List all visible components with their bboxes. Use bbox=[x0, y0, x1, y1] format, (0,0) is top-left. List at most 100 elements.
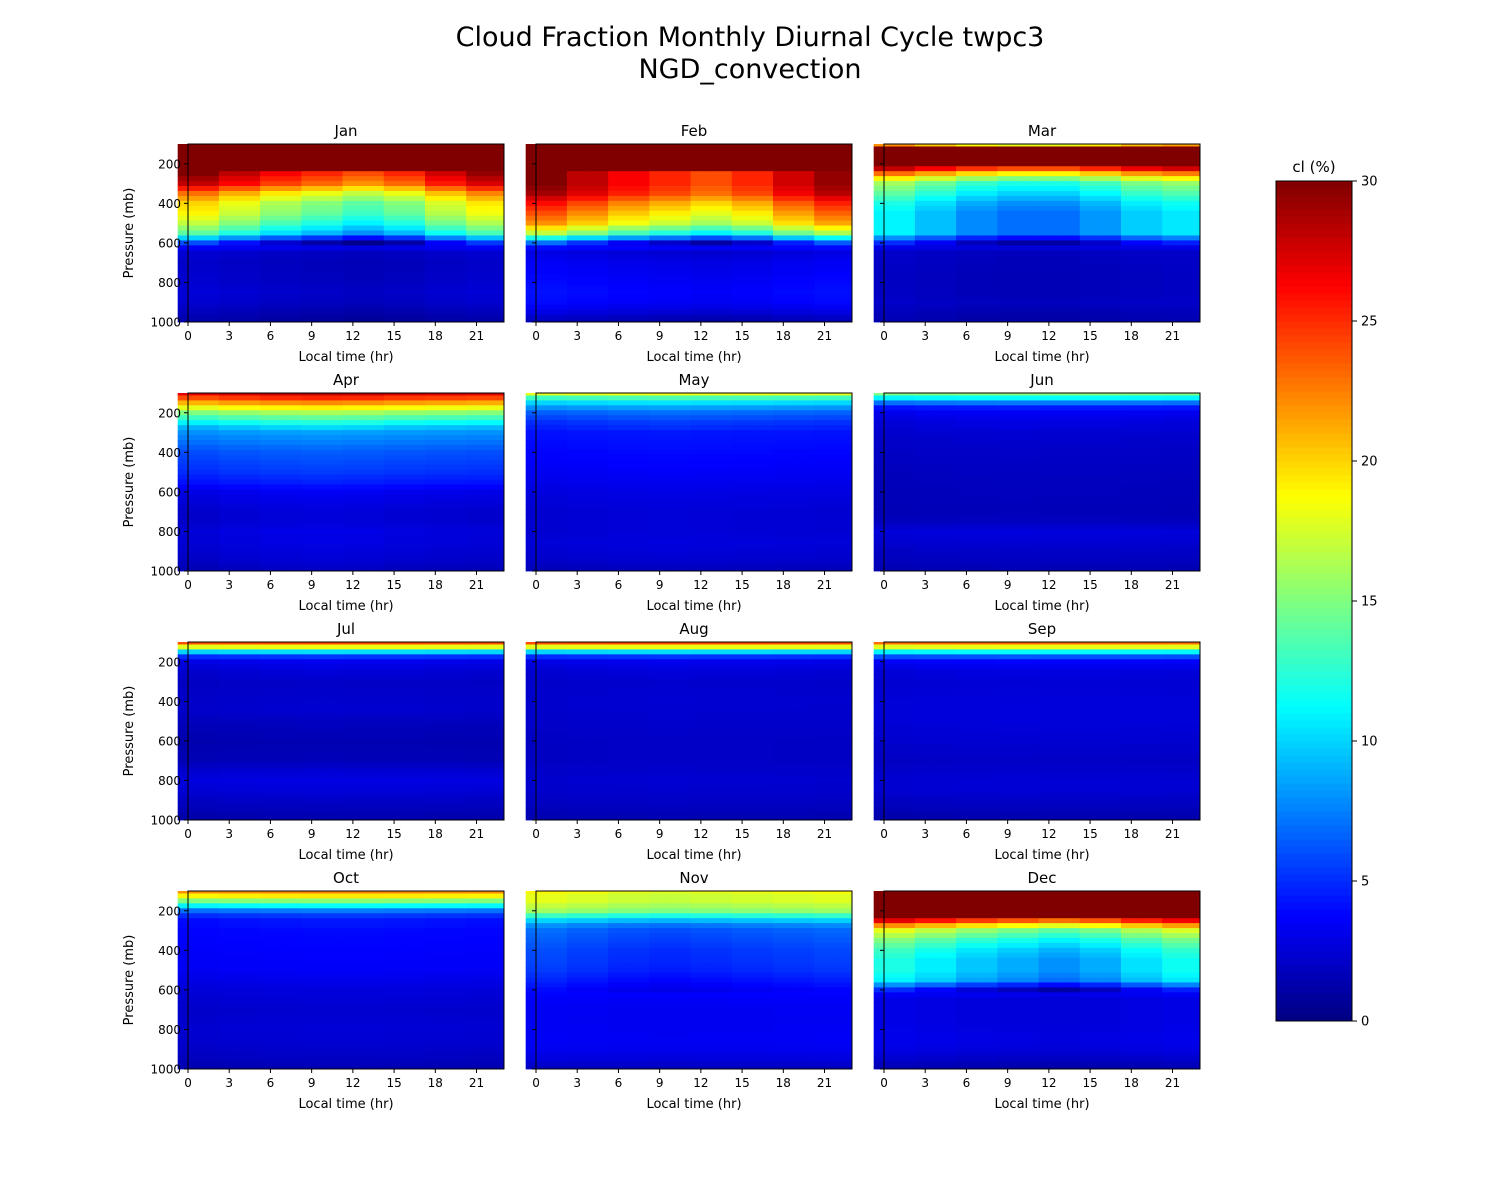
heatmap-cell bbox=[404, 270, 426, 276]
heatmap-cell bbox=[1079, 294, 1101, 301]
heatmap-cell bbox=[1017, 289, 1039, 296]
heatmap-cell bbox=[486, 688, 505, 695]
heatmap-cell bbox=[425, 674, 447, 680]
heatmap-cell bbox=[935, 200, 957, 207]
heatmap-cell bbox=[956, 415, 978, 421]
heatmap-cell bbox=[1162, 176, 1184, 182]
heatmap-cell bbox=[956, 265, 978, 271]
heatmap-cell bbox=[239, 659, 261, 665]
heatmap-cell bbox=[1059, 400, 1081, 406]
heatmap-cell bbox=[649, 763, 671, 769]
heatmap-cell bbox=[690, 773, 712, 779]
heatmap-cell bbox=[1182, 200, 1201, 207]
heatmap-cell bbox=[218, 664, 240, 670]
heatmap-cell bbox=[1141, 405, 1163, 411]
heatmap-cell bbox=[649, 553, 671, 560]
heatmap-cell bbox=[1162, 393, 1184, 396]
heatmap-cell bbox=[198, 314, 220, 320]
heatmap-cell bbox=[1121, 519, 1143, 525]
heatmap-cell bbox=[1182, 435, 1201, 441]
heatmap-cell bbox=[793, 548, 815, 555]
heatmap-cell bbox=[546, 563, 568, 569]
heatmap-cell bbox=[997, 489, 1019, 495]
heatmap-cell bbox=[711, 802, 733, 809]
heatmap-cell bbox=[1059, 304, 1081, 311]
heatmap-cell bbox=[711, 509, 733, 515]
heatmap-cell bbox=[1017, 294, 1039, 301]
heatmap-cell bbox=[1038, 225, 1060, 231]
heatmap-cell bbox=[914, 459, 936, 466]
heatmap-cell bbox=[1100, 151, 1122, 157]
heatmap-cell bbox=[321, 289, 343, 296]
heatmap-cell bbox=[1059, 260, 1081, 266]
heatmap-cell bbox=[793, 812, 815, 818]
heatmap-cell bbox=[566, 738, 588, 744]
heatmap-cell bbox=[773, 693, 795, 700]
heatmap-cell bbox=[935, 161, 957, 167]
heatmap-cell bbox=[773, 279, 795, 286]
heatmap-cell bbox=[1017, 304, 1039, 311]
heatmap-cell bbox=[566, 200, 588, 207]
heatmap-cell bbox=[218, 479, 240, 485]
heatmap-cell bbox=[669, 410, 691, 416]
heatmap-cell bbox=[239, 151, 261, 157]
heatmap-cell bbox=[546, 289, 568, 296]
heatmap-cell bbox=[546, 479, 568, 485]
heatmap-cell bbox=[198, 449, 220, 456]
heatmap-cell bbox=[1100, 171, 1122, 177]
heatmap-cell bbox=[198, 642, 220, 645]
heatmap-cell bbox=[1141, 393, 1163, 396]
heatmap-cell bbox=[1121, 568, 1143, 572]
heatmap-cell bbox=[834, 533, 853, 540]
heatmap-cell bbox=[280, 548, 302, 555]
heatmap-cell bbox=[608, 787, 630, 794]
heatmap-cell bbox=[669, 753, 691, 759]
heatmap-cell bbox=[321, 792, 343, 799]
heatmap-cell bbox=[690, 558, 712, 564]
heatmap-cell bbox=[1059, 279, 1081, 286]
heatmap-cell bbox=[1059, 459, 1081, 466]
heatmap-cell bbox=[752, 642, 774, 645]
heatmap-cell bbox=[466, 161, 488, 167]
heatmap-cell bbox=[218, 548, 240, 555]
heatmap-cell bbox=[363, 504, 385, 510]
heatmap-cell bbox=[608, 509, 630, 515]
heatmap-cell bbox=[608, 713, 630, 720]
heatmap-cell bbox=[239, 528, 261, 535]
heatmap-cell bbox=[914, 161, 936, 167]
heatmap-cell bbox=[894, 469, 916, 475]
heatmap-cell bbox=[301, 395, 323, 401]
heatmap-cell bbox=[628, 146, 650, 152]
heatmap-cell bbox=[280, 708, 302, 715]
heatmap-cell bbox=[486, 563, 505, 569]
heatmap-cell bbox=[731, 294, 753, 301]
heatmap-cell bbox=[280, 176, 302, 182]
heatmap-cell bbox=[1141, 225, 1163, 231]
heatmap-cell bbox=[834, 250, 853, 256]
heatmap-cell bbox=[260, 230, 282, 236]
heatmap-cell bbox=[198, 669, 220, 675]
heatmap-cell bbox=[1059, 449, 1081, 456]
heatmap-cell bbox=[814, 509, 836, 515]
heatmap-cell bbox=[711, 171, 733, 177]
heatmap-cell bbox=[956, 255, 978, 261]
heatmap-cell bbox=[587, 454, 609, 461]
y-tick-label: 200 bbox=[158, 406, 181, 420]
heatmap-cell bbox=[546, 200, 568, 207]
heatmap-cell bbox=[301, 703, 323, 710]
heatmap-cell bbox=[894, 161, 916, 167]
heatmap-cell bbox=[260, 161, 282, 167]
heatmap-cell bbox=[280, 400, 302, 406]
heatmap-cell bbox=[342, 405, 364, 411]
heatmap-cell bbox=[466, 464, 488, 471]
heatmap-cell bbox=[1141, 275, 1163, 281]
heatmap-cell bbox=[280, 642, 302, 645]
heatmap-cell bbox=[1079, 284, 1101, 291]
heatmap-cell bbox=[239, 718, 261, 724]
heatmap-cell bbox=[1162, 400, 1184, 406]
heatmap-cell bbox=[198, 494, 220, 500]
heatmap-cell bbox=[239, 642, 261, 645]
heatmap-cell bbox=[752, 802, 774, 809]
heatmap-cell bbox=[383, 400, 405, 406]
heatmap-cell bbox=[976, 299, 998, 306]
